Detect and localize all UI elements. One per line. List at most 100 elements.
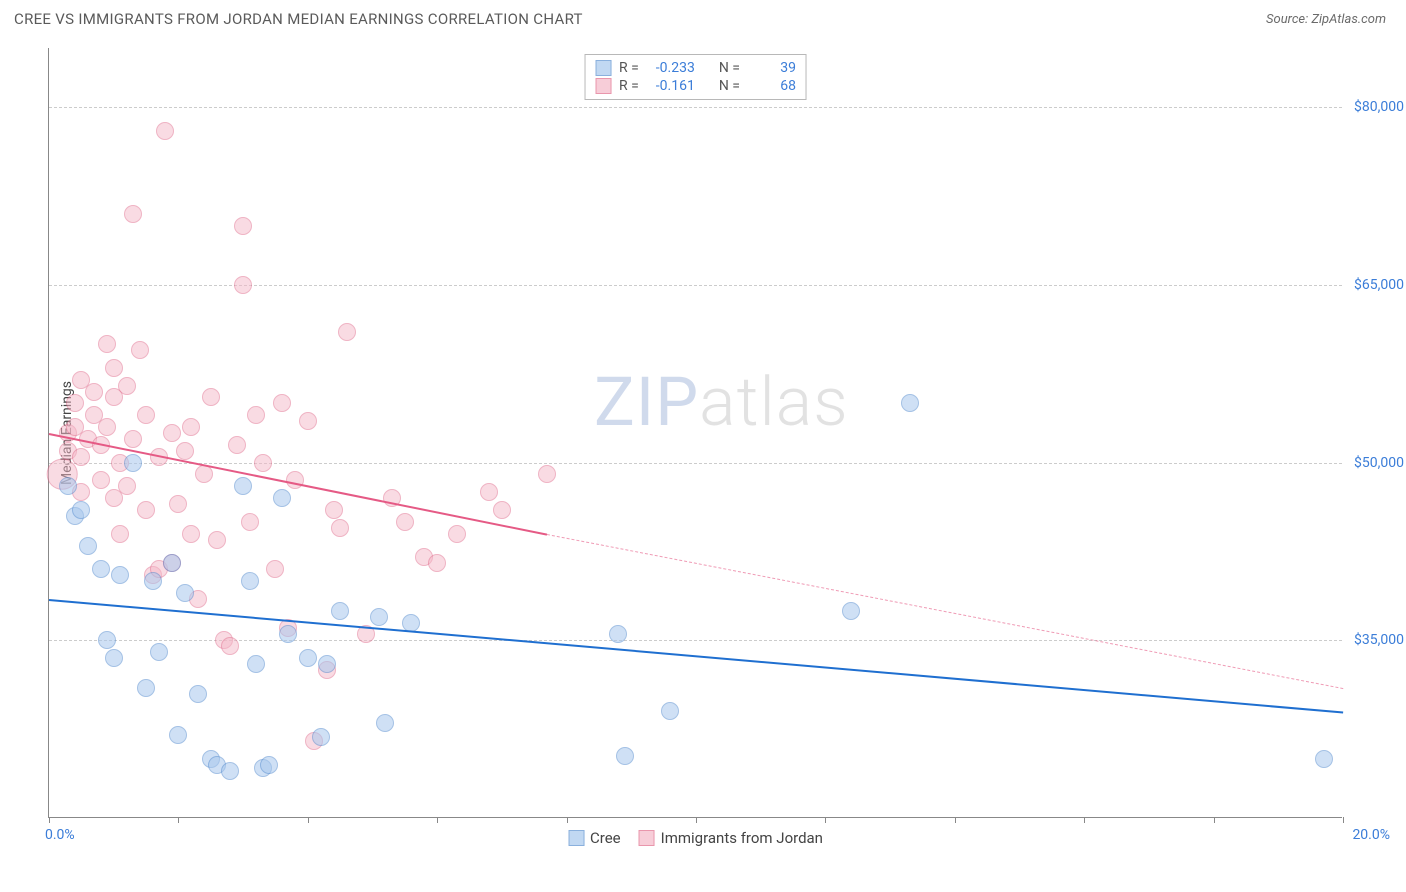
x-max-label: 20.0% (1352, 827, 1390, 843)
x-tick (1343, 817, 1344, 823)
scatter-point-jordan (208, 531, 226, 549)
scatter-point-jordan (124, 205, 142, 223)
scatter-point-jordan (247, 406, 265, 424)
scatter-point-cree (124, 454, 142, 472)
x-tick (567, 817, 568, 823)
scatter-point-cree (150, 643, 168, 661)
legend-label: Immigrants from Jordan (661, 829, 823, 847)
scatter-point-jordan (331, 519, 349, 537)
x-tick (825, 817, 826, 823)
r-value: -0.161 (647, 78, 695, 94)
x-tick (1214, 817, 1215, 823)
scatter-point-cree (402, 614, 420, 632)
x-min-label: 0.0% (45, 827, 75, 843)
scatter-point-cree (169, 726, 187, 744)
scatter-point-jordan (156, 122, 174, 140)
watermark: ZIPatlas (594, 362, 849, 442)
scatter-point-cree (312, 728, 330, 746)
scatter-point-jordan (448, 525, 466, 543)
scatter-point-jordan (202, 388, 220, 406)
scatter-point-cree (98, 631, 116, 649)
y-tick-label: $65,000 (1348, 277, 1404, 293)
scatter-point-jordan (299, 412, 317, 430)
scatter-point-jordan (396, 513, 414, 531)
scatter-point-cree (616, 747, 634, 765)
scatter-point-cree (279, 625, 297, 643)
scatter-point-jordan (538, 465, 556, 483)
scatter-point-cree (376, 714, 394, 732)
grid-line (49, 107, 1342, 108)
scatter-point-jordan (92, 471, 110, 489)
scatter-point-jordan (111, 525, 129, 543)
scatter-point-jordan (163, 424, 181, 442)
n-value: 39 (748, 60, 796, 76)
scatter-point-cree (163, 554, 181, 572)
scatter-point-jordan (241, 513, 259, 531)
scatter-point-jordan (85, 383, 103, 401)
scatter-point-cree (260, 756, 278, 774)
y-tick-label: $80,000 (1348, 99, 1404, 115)
legend-item-cree: Cree (568, 829, 621, 847)
scatter-point-cree (176, 584, 194, 602)
scatter-point-jordan (234, 276, 252, 294)
trend-line-extrapolated (547, 534, 1343, 689)
x-tick (955, 817, 956, 823)
scatter-point-cree (842, 602, 860, 620)
scatter-point-cree (1315, 750, 1333, 768)
n-label: N = (719, 78, 740, 94)
scatter-point-cree (661, 702, 679, 720)
scatter-point-jordan (72, 448, 90, 466)
legend-swatch-cree (568, 830, 584, 846)
scatter-point-cree (299, 649, 317, 667)
scatter-point-jordan (182, 418, 200, 436)
x-tick (178, 817, 179, 823)
scatter-point-cree (111, 566, 129, 584)
scatter-point-jordan (98, 418, 116, 436)
series-legend: Cree Immigrants from Jordan (568, 829, 823, 847)
x-tick (696, 817, 697, 823)
n-value: 68 (748, 78, 796, 94)
scatter-point-jordan (228, 436, 246, 454)
legend-swatch-jordan (595, 78, 611, 94)
scatter-point-cree (247, 655, 265, 673)
scatter-point-jordan (98, 335, 116, 353)
scatter-point-jordan (338, 323, 356, 341)
scatter-point-jordan (66, 394, 84, 412)
r-label: R = (619, 78, 639, 94)
scatter-chart: Median Earnings ZIPatlas $35,000$50,000$… (48, 48, 1342, 818)
r-label: R = (619, 60, 639, 76)
scatter-point-jordan (124, 430, 142, 448)
y-tick-label: $35,000 (1348, 632, 1404, 648)
scatter-point-cree (105, 649, 123, 667)
scatter-point-jordan (325, 501, 343, 519)
scatter-point-jordan (118, 477, 136, 495)
legend-label: Cree (590, 829, 621, 847)
scatter-point-cree (221, 762, 239, 780)
scatter-point-cree (189, 685, 207, 703)
scatter-point-jordan (480, 483, 498, 501)
correlation-stats-box: R = -0.233 N = 39 R = -0.161 N = 68 (584, 54, 807, 100)
stats-row-jordan: R = -0.161 N = 68 (595, 77, 796, 95)
scatter-point-cree (144, 572, 162, 590)
scatter-point-cree (92, 560, 110, 578)
scatter-point-jordan (182, 525, 200, 543)
scatter-point-jordan (286, 471, 304, 489)
x-tick (437, 817, 438, 823)
scatter-point-jordan (169, 495, 187, 513)
n-label: N = (719, 60, 740, 76)
scatter-point-cree (137, 679, 155, 697)
scatter-point-cree (241, 572, 259, 590)
scatter-point-cree (901, 394, 919, 412)
scatter-point-jordan (428, 554, 446, 572)
grid-line (49, 463, 1342, 464)
r-value: -0.233 (647, 60, 695, 76)
scatter-point-jordan (221, 637, 239, 655)
x-tick (1084, 817, 1085, 823)
x-tick (308, 817, 309, 823)
stats-row-cree: R = -0.233 N = 39 (595, 59, 796, 77)
x-tick (49, 817, 50, 823)
scatter-point-jordan (493, 501, 511, 519)
scatter-point-jordan (273, 394, 291, 412)
scatter-point-jordan (105, 359, 123, 377)
y-tick-label: $50,000 (1348, 455, 1404, 471)
